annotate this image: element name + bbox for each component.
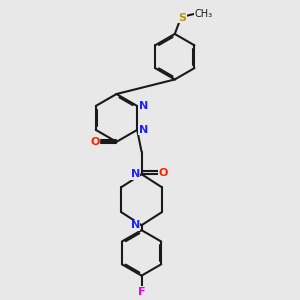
Text: N: N bbox=[130, 220, 140, 230]
Text: F: F bbox=[138, 287, 145, 297]
Text: O: O bbox=[158, 168, 167, 178]
Text: N: N bbox=[139, 101, 148, 111]
Text: N: N bbox=[139, 125, 148, 135]
Text: CH₃: CH₃ bbox=[195, 9, 213, 19]
Text: N: N bbox=[130, 169, 140, 179]
Text: O: O bbox=[90, 137, 100, 147]
Text: S: S bbox=[178, 13, 186, 23]
